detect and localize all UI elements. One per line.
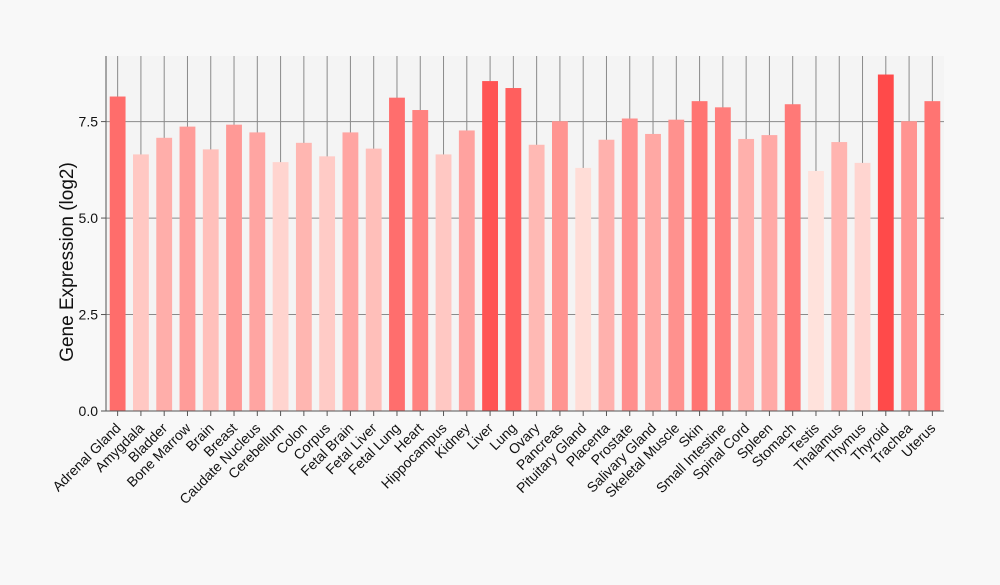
bar-brain (202, 149, 219, 411)
bar-hippocampus (435, 154, 452, 411)
bar-thymus (854, 162, 871, 411)
bar-liver (482, 81, 498, 411)
bar-adrenal-gland (109, 96, 126, 412)
y-tick-label: 2.5 (79, 307, 99, 323)
bar-trachea (901, 121, 917, 412)
bar-prostate (621, 118, 638, 411)
bar-ovary (528, 144, 545, 411)
bar-spleen (761, 135, 778, 411)
bar-fetal-brain (342, 132, 359, 411)
y-axis-title: Gene Expression (log2) (57, 162, 78, 362)
bar-fetal-lung (389, 97, 405, 412)
bar-skeletal-muscle (668, 119, 685, 412)
bar-heart (412, 110, 429, 412)
y-tick-label: 5.0 (79, 210, 99, 226)
bar-bladder (156, 137, 173, 412)
bar-skin (691, 101, 708, 412)
bar-placenta (598, 139, 615, 412)
bar-bone-marrow (179, 126, 196, 412)
bar-salivary-gland (645, 133, 661, 411)
bar-pancreas (552, 121, 568, 412)
plot-panel (106, 56, 944, 411)
bar-thalamus (831, 142, 848, 412)
bar-breast (226, 124, 242, 412)
bar-uterus (924, 101, 941, 412)
bar-thyroid (877, 74, 894, 412)
bar-spinal-cord (738, 138, 755, 411)
bar-colon (295, 142, 312, 411)
bar-fetal-liver (365, 148, 382, 412)
bar-caudate-nucleus (249, 132, 266, 411)
bar-small-intestine (714, 107, 731, 411)
y-tick-label: 0.0 (79, 403, 99, 419)
y-tick-label: 7.5 (79, 114, 99, 130)
bar-amygdala (133, 154, 149, 411)
bar-kidney (458, 130, 475, 411)
bar-stomach (784, 104, 801, 411)
bar-pituitary-gland (575, 167, 592, 411)
bar-cerebellum (272, 162, 289, 411)
bar-corpus (319, 156, 336, 411)
bar-lung (505, 88, 522, 411)
bar-testis (808, 170, 824, 411)
